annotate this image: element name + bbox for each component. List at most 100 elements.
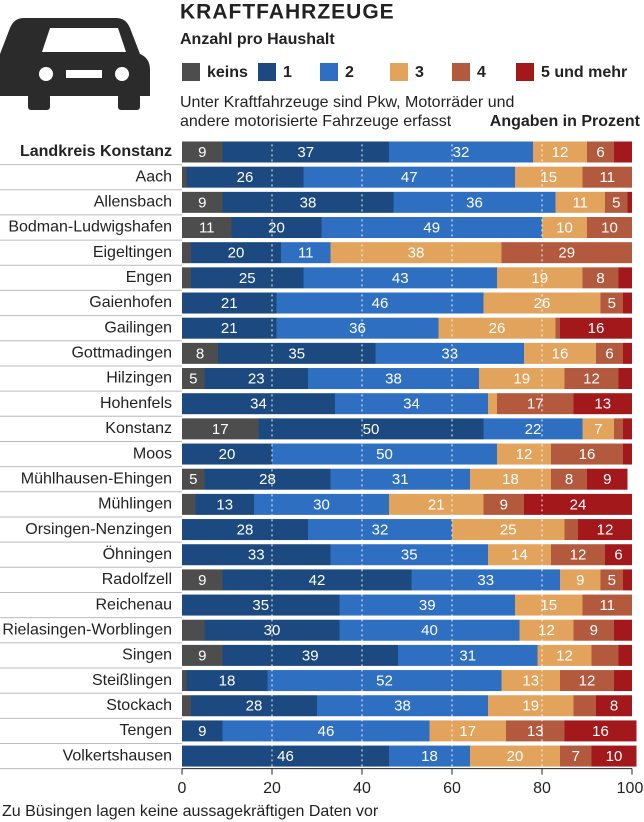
data-label: 49 (423, 219, 440, 236)
data-label: 26 (534, 295, 551, 312)
data-label: 9 (500, 496, 508, 513)
bar-segment (258, 418, 484, 440)
category-label: Radolfzell (102, 571, 172, 588)
data-label: 9 (576, 572, 584, 589)
bar-segment (515, 166, 583, 188)
bar-segment (389, 745, 470, 767)
category-label: Reichenau (96, 596, 173, 613)
data-label: 33 (248, 547, 265, 564)
bar-segment (551, 544, 605, 566)
data-label: 31 (459, 647, 476, 664)
data-label: 9 (198, 144, 206, 161)
bar-segment (411, 569, 560, 591)
data-label: 39 (302, 647, 319, 664)
data-label: 21 (221, 320, 238, 337)
bar-segment (470, 745, 560, 767)
bar-segment (182, 745, 389, 767)
data-label: 28 (237, 522, 254, 539)
bar-segment (555, 191, 605, 213)
bar-segment (330, 544, 488, 566)
bar-segment (605, 191, 628, 213)
data-label: 12 (570, 547, 587, 564)
bar-segment (308, 368, 479, 390)
bar-segment (222, 720, 430, 742)
category-label: Eigeltingen (93, 244, 172, 261)
data-label: 12 (597, 522, 614, 539)
data-label: 8 (565, 471, 573, 488)
bar-segment (582, 418, 614, 440)
data-label: 26 (489, 320, 506, 337)
note: Unter Kraftfahrzeuge sind Pkw, Motorräde… (180, 94, 514, 111)
bar-segment (501, 670, 560, 692)
bar-segment (479, 368, 565, 390)
data-label: 38 (408, 245, 425, 262)
data-label: 28 (259, 471, 276, 488)
data-label: 13 (216, 496, 233, 513)
bar-segment (182, 569, 223, 591)
bar-segment (470, 468, 551, 490)
car-icon (0, 18, 150, 110)
data-label: 5 (189, 370, 197, 387)
category-label: Gailingen (104, 319, 172, 336)
bar-segment (182, 695, 191, 717)
bar-segment (317, 695, 488, 717)
data-label: 6 (605, 345, 613, 362)
category-label: Steißlingen (92, 672, 172, 689)
data-label: 10 (556, 219, 573, 236)
data-label: 8 (196, 345, 204, 362)
bar-segment (308, 519, 452, 541)
data-label: 23 (248, 370, 265, 387)
bar-segment (182, 670, 187, 692)
data-label: 11 (298, 245, 314, 262)
bar-segment (272, 443, 497, 465)
data-label: 32 (372, 522, 389, 539)
bar-segment (191, 267, 304, 289)
data-label: 38 (300, 194, 317, 211)
bar-segment (614, 619, 632, 641)
category-label: Hilzingen (106, 370, 172, 387)
bar-segment (330, 242, 502, 264)
legend-label: 1 (283, 64, 292, 81)
bar-segment (389, 141, 533, 163)
category-label: Stockach (106, 697, 172, 714)
bar-segment (339, 594, 515, 616)
data-label: 38 (394, 698, 411, 715)
bar-segment (614, 418, 623, 440)
data-label: 20 (507, 748, 524, 765)
bar-segment (182, 393, 335, 415)
data-label: 46 (277, 748, 294, 765)
legend-swatch (390, 63, 408, 81)
category-label: Allensbach (94, 194, 172, 211)
bar-segment (614, 670, 632, 692)
bar-segment (195, 493, 254, 515)
category-label: Engen (126, 269, 172, 286)
data-label: 20 (268, 219, 285, 236)
data-label: 24 (570, 496, 587, 513)
bar-segment (623, 342, 632, 364)
data-label: 38 (385, 370, 402, 387)
bar-segment (618, 644, 632, 666)
data-label: 18 (421, 748, 438, 765)
note: andere motorisierte Fahrzeuge erfasst (180, 113, 452, 130)
bar-segment (182, 619, 205, 641)
bar-segment (330, 468, 470, 490)
x-tick-label: 80 (533, 780, 551, 797)
data-label: 16 (552, 345, 569, 362)
data-label: 47 (401, 169, 418, 186)
bar-segment (222, 569, 412, 591)
bar-segment (506, 720, 565, 742)
data-label: 50 (376, 446, 393, 463)
data-label: 17 (212, 421, 229, 438)
data-label: 13 (527, 723, 544, 740)
category-label: Volkertshausen (63, 747, 172, 764)
bar-segment (204, 368, 308, 390)
bar-segment (182, 242, 191, 264)
x-tick-label: 100 (617, 780, 644, 797)
bar-segment (551, 443, 623, 465)
data-label: 16 (579, 446, 596, 463)
bar-segment (614, 141, 632, 163)
data-label: 16 (588, 320, 605, 337)
bar-segment (591, 745, 637, 767)
data-label: 13 (594, 396, 611, 413)
bar-segment (186, 166, 304, 188)
